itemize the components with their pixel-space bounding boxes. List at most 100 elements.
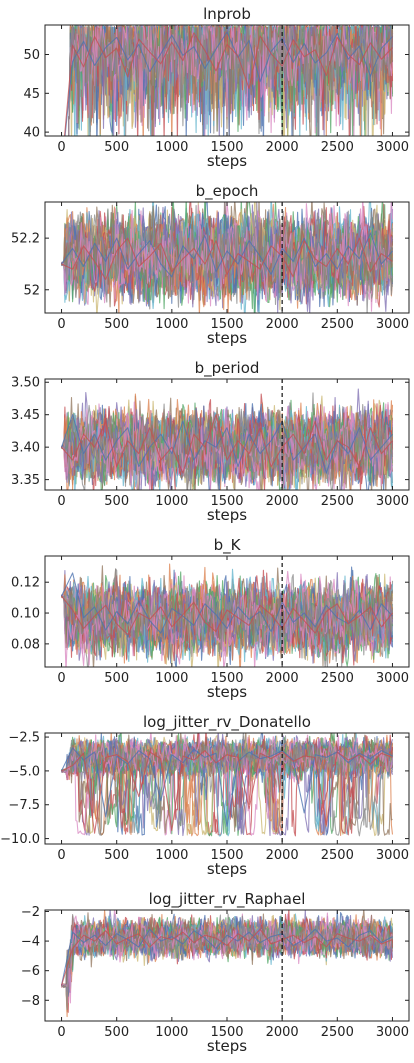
x-tick-label: 2500 [321, 1025, 354, 1040]
x-tick-label: 2500 [321, 140, 354, 155]
x-tick-label: 1000 [155, 671, 188, 686]
panel-b-period: b_period 0 500 1000 1500 2000 2500 3000 3.35 3.4… [11, 359, 410, 524]
walker-line [61, 738, 394, 836]
x-tick-label: 1000 [155, 848, 188, 863]
y-tick-label: 50 [23, 48, 40, 63]
panel-b-epoch: b_epoch 0 500 1000 1500 2000 2500 3000 52 52.2 s… [11, 182, 410, 347]
y-tick-label: −2.5 [8, 731, 40, 746]
x-axis-label: steps [207, 1037, 247, 1055]
panel-lnprob: lnprob 0 500 1000 1500 2000 2500 3000 40 45 50 st… [23, 5, 410, 170]
x-tick-label: 3000 [376, 140, 409, 155]
walker-lines [61, 563, 394, 667]
series-line [61, 232, 393, 278]
y-tick-label: −4 [21, 935, 40, 950]
x-tick-label: 2500 [321, 317, 354, 332]
x-tick-label: 1500 [210, 1025, 243, 1040]
panel-log-jitter-rv-raphael: log_jitter_rv_Raphael 0 500 1000 1500 2000 25… [21, 890, 410, 1055]
x-tick-label: 500 [104, 317, 129, 332]
series-line [61, 595, 393, 636]
panel-title: log_jitter_rv_Donatello [143, 713, 311, 732]
walker-line [61, 740, 394, 836]
panel-title: b_epoch [196, 182, 259, 201]
x-tick-label: 1000 [155, 494, 188, 509]
series-line [61, 572, 393, 634]
y-tick-label: 52 [23, 283, 40, 298]
y-tick-label: 3.35 [11, 473, 40, 488]
x-tick-label: 3000 [376, 848, 409, 863]
y-tick-label: −7.5 [8, 798, 40, 813]
y-tick-label: −5.0 [8, 764, 40, 779]
x-tick-label: 1500 [210, 317, 243, 332]
x-tick-label: 1000 [155, 317, 188, 332]
panel-title: lnprob [203, 5, 251, 23]
series-line [61, 414, 393, 474]
x-tick-label: 2000 [266, 1025, 299, 1040]
series-line [64, 31, 393, 136]
series-line [64, 32, 393, 136]
x-tick-label: 0 [57, 317, 65, 332]
series-line [60, 928, 393, 986]
x-tick-label: 1000 [155, 140, 188, 155]
y-tick-label: −10.0 [0, 832, 40, 847]
x-tick-label: 500 [104, 494, 129, 509]
x-tick-label: 3000 [376, 494, 409, 509]
y-tick-label: 0.08 [11, 637, 40, 652]
walker-line [61, 579, 394, 662]
walker-lines [60, 388, 394, 490]
series-line [61, 237, 393, 280]
x-tick-label: 2000 [266, 317, 299, 332]
walker-lines [60, 733, 394, 837]
x-tick-label: 2500 [321, 494, 354, 509]
x-tick-label: 500 [104, 848, 129, 863]
y-tick-label: 3.45 [11, 408, 40, 423]
x-tick-label: 3000 [376, 671, 409, 686]
x-tick-label: 2000 [266, 848, 299, 863]
y-tick-label: −6 [21, 964, 40, 979]
x-tick-label: 1500 [210, 494, 243, 509]
series-line [61, 750, 393, 834]
x-tick-label: 1000 [155, 1025, 188, 1040]
walker-line [61, 913, 394, 1010]
plot-area: 0 500 1000 1500 2000 2500 3000 0.08 0.10 0.12 [11, 555, 410, 686]
panel-title: b_K [214, 536, 242, 555]
y-tick-label: −2 [21, 905, 40, 920]
x-tick-label: 1500 [210, 140, 243, 155]
y-tick-label: −8 [21, 994, 40, 1009]
panel-title: log_jitter_rv_Raphael [149, 890, 306, 909]
y-tick-label: 40 [23, 126, 40, 141]
x-tick-label: 1500 [210, 848, 243, 863]
x-tick-label: 2000 [266, 494, 299, 509]
x-axis-label: steps [207, 683, 247, 701]
y-tick-label: 3.50 [11, 376, 40, 391]
plot-area: 0 500 1000 1500 2000 2500 3000 52 52.2 [11, 201, 410, 332]
x-axis-label: steps [207, 506, 247, 524]
x-tick-label: 0 [57, 494, 65, 509]
x-tick-label: 3000 [376, 317, 409, 332]
y-tick-label: 45 [23, 87, 40, 102]
x-tick-label: 2500 [321, 848, 354, 863]
x-tick-label: 0 [57, 1025, 65, 1040]
x-tick-label: 500 [104, 671, 129, 686]
y-tick-label: 52.2 [11, 232, 40, 247]
plot-area: 0 500 1000 1500 2000 2500 3000 −8 −6 −4 −2 [21, 905, 410, 1040]
y-tick-label: 0.10 [11, 607, 40, 622]
series-line [60, 928, 393, 986]
walker-lines [60, 202, 394, 313]
panel-log-jitter-rv-donatello: log_jitter_rv_Donatello 0 500 1000 1500 2000… [0, 713, 410, 878]
plot-area: 0 500 1000 1500 2000 2500 3000 40 45 50 [23, 24, 410, 155]
x-axis-label: steps [207, 860, 247, 878]
x-tick-label: 0 [57, 140, 65, 155]
x-tick-label: 2000 [266, 140, 299, 155]
walker-line [61, 212, 394, 303]
x-tick-label: 1500 [210, 671, 243, 686]
plot-area: 0 500 1000 1500 2000 2500 3000 −10.0 −7.5 −5.0 −2.… [0, 731, 410, 863]
walker-line [61, 576, 393, 667]
panel-b-k: b_K 0 500 1000 1500 2000 2500 3000 0.08 0.10 0.12… [11, 536, 410, 701]
x-axis-label: steps [207, 329, 247, 347]
y-tick-label: 0.12 [11, 576, 40, 591]
y-tick-label: 3.40 [11, 441, 40, 456]
plot-area: 0 500 1000 1500 2000 2500 3000 3.35 3.40 3.45 3.50 [11, 376, 410, 509]
x-tick-label: 2500 [321, 671, 354, 686]
walker-lines [60, 910, 394, 1018]
